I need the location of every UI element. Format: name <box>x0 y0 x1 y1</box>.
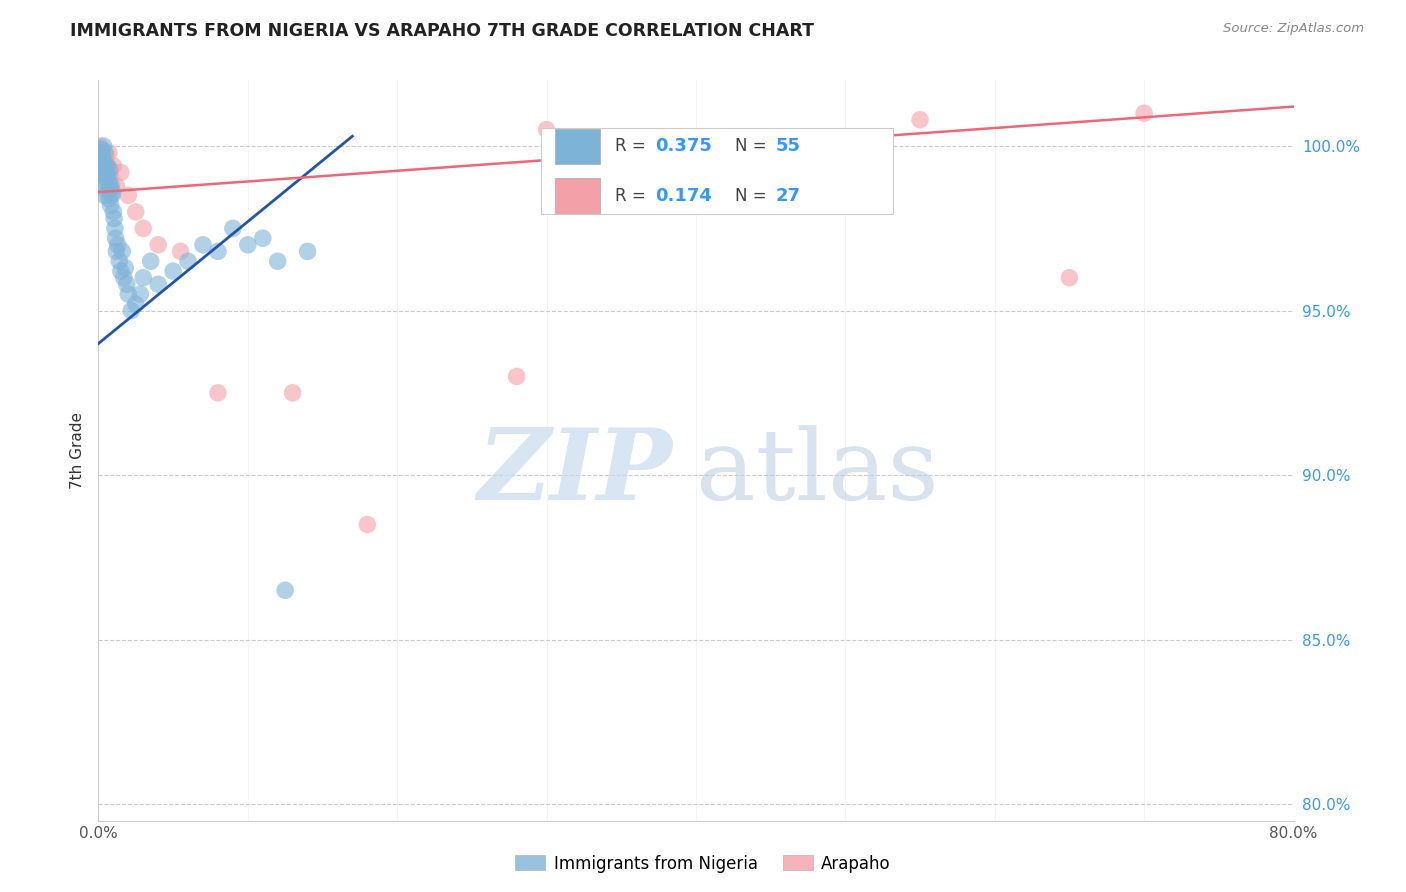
Point <box>98 182 122 196</box>
Point <box>110 165 132 179</box>
Point <box>536 122 558 136</box>
Legend: Immigrants from Nigeria, Arapaho: Immigrants from Nigeria, Arapaho <box>509 848 897 880</box>
Point <box>132 270 155 285</box>
Point <box>112 270 135 285</box>
Point <box>94 149 117 163</box>
Point <box>98 192 121 206</box>
Point <box>1059 270 1081 285</box>
Point <box>117 188 139 202</box>
Point <box>89 139 111 153</box>
Y-axis label: 7th Grade: 7th Grade <box>70 412 86 489</box>
Point <box>94 155 117 169</box>
Point <box>91 149 114 163</box>
Point <box>101 188 124 202</box>
Point <box>236 237 259 252</box>
Point <box>108 254 131 268</box>
Point <box>281 385 304 400</box>
Point <box>98 162 121 177</box>
Text: R =: R = <box>614 186 651 204</box>
Point <box>94 145 117 160</box>
Point <box>148 277 170 292</box>
Point <box>125 297 148 311</box>
Point <box>110 264 132 278</box>
Point <box>169 244 191 259</box>
Point <box>96 159 118 173</box>
FancyBboxPatch shape <box>541 128 893 213</box>
Point <box>96 169 118 183</box>
Point <box>103 211 125 226</box>
Point <box>132 221 155 235</box>
Point <box>148 237 170 252</box>
Point <box>91 165 114 179</box>
Text: 0.174: 0.174 <box>655 186 713 204</box>
Point <box>90 153 112 167</box>
Point <box>100 178 122 193</box>
Point <box>103 205 125 219</box>
Point <box>103 159 125 173</box>
Point <box>100 198 122 212</box>
Text: ZIP: ZIP <box>477 425 672 521</box>
Point <box>94 165 117 179</box>
Point <box>91 153 114 167</box>
Point <box>506 369 529 384</box>
Point <box>90 165 112 179</box>
Point <box>97 145 120 160</box>
Point <box>89 145 111 160</box>
Text: 0.375: 0.375 <box>655 137 713 155</box>
Point <box>90 142 112 156</box>
Point <box>97 175 120 189</box>
Point <box>93 162 115 177</box>
Bar <box>555 178 600 213</box>
Point <box>267 254 290 268</box>
Text: Source: ZipAtlas.com: Source: ZipAtlas.com <box>1223 22 1364 36</box>
Text: 55: 55 <box>776 137 801 155</box>
Point <box>90 145 112 160</box>
Point <box>97 185 120 199</box>
Point <box>129 287 152 301</box>
Point <box>101 185 124 199</box>
Point <box>104 221 127 235</box>
Text: atlas: atlas <box>696 425 939 521</box>
Point <box>111 244 134 259</box>
Bar <box>555 128 600 164</box>
Point <box>96 162 118 177</box>
Point <box>908 112 931 127</box>
Point <box>93 139 115 153</box>
Point <box>1133 106 1156 120</box>
Point <box>104 231 127 245</box>
Point <box>97 169 120 183</box>
Point <box>91 178 114 193</box>
Point <box>105 244 128 259</box>
Point <box>91 155 114 169</box>
Point <box>139 254 162 268</box>
Point <box>105 178 128 193</box>
Text: 27: 27 <box>776 186 801 204</box>
Point <box>98 169 122 183</box>
Point <box>90 142 112 156</box>
Point <box>96 172 118 186</box>
Point <box>89 172 111 186</box>
Point <box>222 221 245 235</box>
Point <box>125 205 148 219</box>
Point <box>207 244 229 259</box>
Point <box>117 287 139 301</box>
Point <box>162 264 184 278</box>
Point <box>207 385 229 400</box>
Point <box>274 583 297 598</box>
Point <box>177 254 200 268</box>
Point <box>297 244 319 259</box>
Point <box>252 231 274 245</box>
Point <box>93 155 115 169</box>
Point <box>107 237 129 252</box>
Point <box>115 277 138 292</box>
Text: R =: R = <box>614 137 651 155</box>
Point <box>114 260 136 275</box>
Text: N =: N = <box>735 186 772 204</box>
Point <box>191 237 214 252</box>
Point <box>356 517 378 532</box>
Point <box>93 188 115 202</box>
Text: N =: N = <box>735 137 772 155</box>
Text: IMMIGRANTS FROM NIGERIA VS ARAPAHO 7TH GRADE CORRELATION CHART: IMMIGRANTS FROM NIGERIA VS ARAPAHO 7TH G… <box>70 22 814 40</box>
Point <box>120 303 142 318</box>
